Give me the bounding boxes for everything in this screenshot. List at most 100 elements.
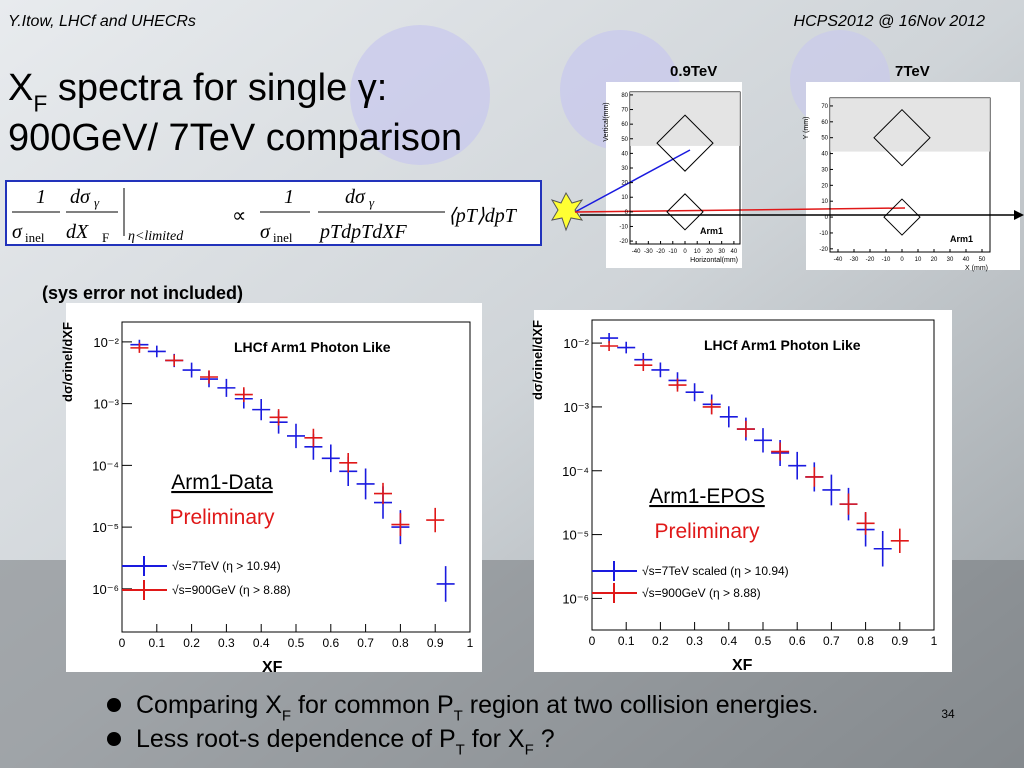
data-point (217, 378, 236, 397)
y-tick-label: 80 (621, 93, 628, 99)
y-tick-label: 20 (821, 183, 828, 189)
data-point (822, 474, 841, 506)
data-point (719, 406, 738, 428)
x-tick-label: 10 (694, 249, 701, 255)
formula: γ (94, 195, 100, 210)
x-tick-label: 0.3 (218, 636, 235, 650)
text-run: for X (465, 725, 525, 753)
header-right: HCPS2012 @ 16Nov 2012 (794, 13, 986, 30)
subscript: F (282, 708, 291, 725)
formula: η<limited (128, 229, 184, 244)
x-tick-label: 0.6 (789, 634, 806, 648)
formula: σ (12, 221, 23, 243)
y-tick-label: -20 (819, 247, 828, 253)
legend-label: √s=7TeV (η > 10.94) (172, 559, 281, 573)
annotation: Arm1-EPOS (649, 485, 765, 508)
calorimeter (883, 198, 921, 236)
data-point (634, 359, 653, 372)
data-point (287, 423, 305, 449)
axis-label: Horizontal(mm) (690, 257, 738, 264)
y-tick-label: 10 (821, 199, 828, 205)
status: Preliminary (654, 520, 760, 543)
y-tick-label: 60 (621, 122, 628, 128)
y-tick-label: 0 (625, 210, 629, 216)
y-tick-label: 40 (821, 152, 828, 158)
data-point (130, 342, 149, 353)
x-tick-label: 1 (467, 636, 474, 650)
formula: inel (25, 230, 45, 245)
axis-label: Vertical(mm) (603, 102, 610, 141)
data-point (702, 399, 721, 415)
data-point (200, 370, 218, 384)
y-tick-label: 40 (621, 151, 628, 157)
star (550, 191, 584, 232)
legend-label: √s=900GeV (η > 8.88) (172, 583, 291, 597)
data-point (252, 399, 271, 421)
y-tick-label: 10⁻² (93, 335, 119, 350)
data-point (890, 528, 909, 553)
arm-label: Arm1 (950, 234, 973, 244)
x-axis-label: XF (732, 657, 753, 674)
x-tick-label: 0 (683, 249, 687, 255)
x-tick-label: 0.9 (427, 636, 444, 650)
data-point (374, 482, 392, 505)
y-tick-label: 10⁻⁵ (92, 520, 119, 535)
x-tick-label: 40 (963, 257, 970, 263)
status: Preliminary (169, 506, 275, 529)
x-tick-label: -20 (656, 249, 665, 255)
y-axis-label: dσ/σinel/dXF (530, 320, 545, 400)
formula: pTdpTdXF (318, 221, 407, 243)
y-tick-label: 10⁻⁶ (92, 582, 119, 597)
data-point (617, 341, 636, 354)
formula: ⟨pT⟩dpT (448, 205, 518, 227)
formula: 1 (36, 186, 46, 208)
legend-label: √s=7TeV scaled (η > 10.94) (642, 564, 789, 578)
x-tick-label: 30 (947, 257, 954, 263)
x-tick-label: -30 (850, 257, 859, 263)
data-point (436, 566, 455, 602)
x-tick-label: 0.4 (253, 636, 270, 650)
y-tick-label: 30 (621, 166, 628, 172)
energy-label: 0.9TeV (670, 63, 717, 80)
data-point (685, 383, 704, 402)
y-tick-label: 10 (621, 195, 628, 201)
x-tick-label: 10 (915, 257, 922, 263)
arm-label: Arm1 (700, 226, 723, 236)
text-run: spectra for single γ: (47, 67, 387, 109)
data-point (321, 444, 340, 473)
data-point (304, 428, 323, 447)
x-tick-label: 0.9 (891, 634, 908, 648)
calorimeter (873, 108, 931, 167)
decor (350, 25, 490, 165)
projection-line (574, 149, 691, 213)
text-run: Comparing X (136, 691, 282, 719)
calorimeter (666, 193, 704, 231)
axis-label: Y (mm) (803, 117, 810, 140)
data-point (339, 453, 358, 473)
x-tick-label: 20 (931, 257, 938, 263)
data-point (873, 530, 892, 567)
x-tick-label: 0.1 (618, 634, 635, 648)
y-tick-label: 10⁻⁶ (562, 591, 589, 606)
x-tick-label: 0.8 (392, 636, 409, 650)
x-tick-label: -40 (834, 257, 843, 263)
y-tick-label: -10 (819, 231, 828, 237)
x-tick-label: 0.2 (183, 636, 200, 650)
x-tick-label: -30 (644, 249, 653, 255)
x-tick-label: 40 (731, 249, 738, 255)
formula: 1 (284, 186, 294, 208)
data-point (391, 513, 410, 536)
formula: dσ (345, 186, 366, 208)
legend-label: √s=900GeV (η > 8.88) (642, 586, 761, 600)
y-tick-label: 10⁻⁵ (562, 528, 589, 543)
x-tick-label: 0 (119, 636, 126, 650)
x-tick-label: -10 (882, 257, 891, 263)
data-point (788, 451, 807, 480)
y-tick-label: 10⁻² (563, 336, 589, 351)
formula: inel (273, 230, 293, 245)
text-run: for common P (291, 691, 454, 719)
legend-swatch (592, 583, 637, 603)
title: 900GeV/ 7TeV comparison (8, 117, 462, 159)
y-tick-label: 70 (821, 104, 828, 110)
